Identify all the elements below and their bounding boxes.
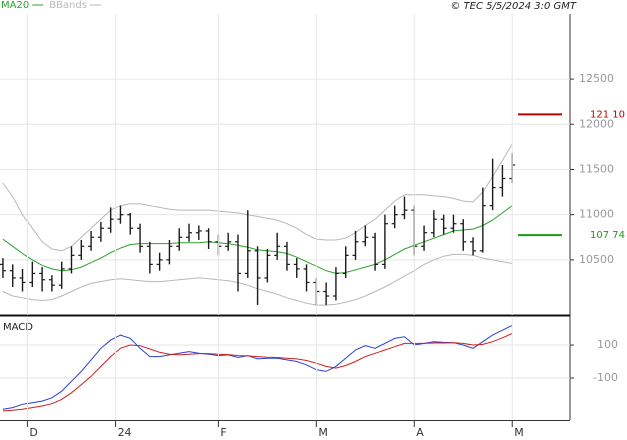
level-label: 121 10 [590, 109, 625, 120]
y-tick-label: 12500 [579, 72, 614, 85]
y-tick-label: 11000 [579, 208, 614, 221]
y-tick-label: 100 [597, 338, 618, 351]
legend-label: BBands [49, 0, 87, 11]
level-label: 107 74 [590, 230, 625, 241]
x-tick-label: F [220, 426, 226, 439]
x-tick-label: M [318, 426, 328, 439]
y-tick-label: -100 [593, 371, 618, 384]
x-tick-label: D [29, 426, 37, 439]
y-tick-label: 11500 [579, 162, 614, 175]
x-tick-label: 24 [118, 426, 132, 439]
band-line [2, 143, 513, 252]
macd-line [2, 333, 513, 412]
panel-title: MACD [3, 322, 33, 333]
credit: © TEC 5/5/2024 3:0 GMT [450, 1, 577, 12]
y-tick-label: 10500 [579, 253, 614, 266]
macd-line [2, 324, 513, 410]
y-tick-label: 12000 [579, 117, 614, 130]
x-tick-label: M [514, 426, 524, 439]
x-tick-label: A [416, 426, 424, 439]
legend-label: MA20 [1, 0, 29, 11]
